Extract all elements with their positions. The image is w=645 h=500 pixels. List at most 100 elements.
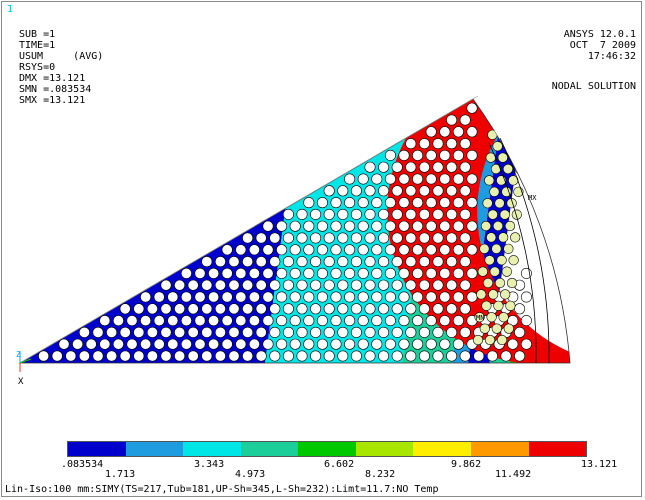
tube-hole [412,197,424,209]
tube-hole [459,114,471,126]
tube-hole [316,244,328,256]
tube-hole [486,350,498,362]
legend-swatch [355,442,414,456]
tube-hole [255,303,267,315]
tube-hole [371,315,383,327]
tube-hole [282,350,294,362]
tube-hole-shaded [499,209,510,220]
tube-hole [378,208,390,220]
tube-hole [357,315,369,327]
tube-hole [174,326,186,338]
tube-hole-shaded [492,141,503,152]
tube-hole [391,326,403,338]
tube-hole [439,338,451,350]
tube-hole [432,350,444,362]
tube-hole [316,197,328,209]
tube-hole [303,244,315,256]
max-marker: MX [528,194,537,202]
tube-hole [310,208,322,220]
tube-hole [208,267,220,279]
tube-hole [296,303,308,315]
tube-hole-shaded [484,175,495,186]
tube-hole [459,256,471,268]
tube-hole [350,303,362,315]
run-time: 17:46:32 [587,51,636,62]
tube-hole [228,279,240,291]
tube-hole [316,220,328,232]
tube-hole [269,279,281,291]
tube-hole [303,291,315,303]
tube-hole [310,279,322,291]
legend-swatch [240,442,299,456]
tube-hole [412,149,424,161]
tube-hole [391,350,403,362]
tube-hole [316,315,328,327]
tube-hole-shaded [480,220,492,232]
tube-hole [412,338,424,350]
tube-hole [228,350,240,362]
tube-hole [330,338,342,350]
tube-hole [425,173,437,185]
tube-hole [228,256,240,268]
tube-hole [153,315,165,327]
tube-hole [269,326,281,338]
tube-hole [344,338,356,350]
tube-hole [371,173,383,185]
tube-hole [330,291,342,303]
tube-hole-shaded [489,266,500,277]
tube-hole [208,315,220,327]
tube-hole [235,338,247,350]
tube-hole [221,244,233,256]
tube-hole [378,279,390,291]
tube-hole [452,267,464,279]
tube-hole [446,138,458,150]
tube-hole [133,326,145,338]
tube-hole [167,338,179,350]
tube-hole-shaded [508,255,519,266]
tube-hole [378,161,390,173]
tube-hole [106,350,118,362]
tube-hole [180,315,192,327]
min-marker: MN [476,314,484,322]
tube-hole [384,338,396,350]
tube-hole [384,197,396,209]
tube-hole [446,161,458,173]
tube-hole [248,315,260,327]
tube-hole [425,126,437,138]
tube-hole [282,279,294,291]
tube-hole [330,315,342,327]
tube-hole [432,185,444,197]
tube-hole [85,338,97,350]
tube-hole [38,350,50,362]
tube-hole [214,303,226,315]
tube-hole-shaded [476,289,487,300]
tube-hole [323,350,335,362]
tube-hole [452,220,464,232]
tube-hole [391,208,403,220]
tube-hole [51,350,63,362]
tube-hole [364,350,376,362]
tube-hole [364,303,376,315]
tube-hole-shaded [495,99,506,106]
tube-hole [418,326,430,338]
tube-hole [276,338,288,350]
tube-hole [242,232,254,244]
tube-hole-shaded [488,289,499,300]
tube-hole [106,326,118,338]
tube-hole-shaded [505,300,516,311]
tube-hole-shaded [500,106,512,118]
tube-hole [405,303,417,315]
tube-hole [296,279,308,291]
tube-hole [439,173,451,185]
legend-swatch [125,442,184,456]
tube-hole [201,326,213,338]
tube-hole [323,208,335,220]
tube-hole [425,197,437,209]
tube-hole [446,114,458,126]
tube-hole-shaded [506,277,518,289]
tube-hole [214,350,226,362]
tube-hole [262,315,274,327]
tube-hole [452,197,464,209]
tube-hole [452,244,464,256]
